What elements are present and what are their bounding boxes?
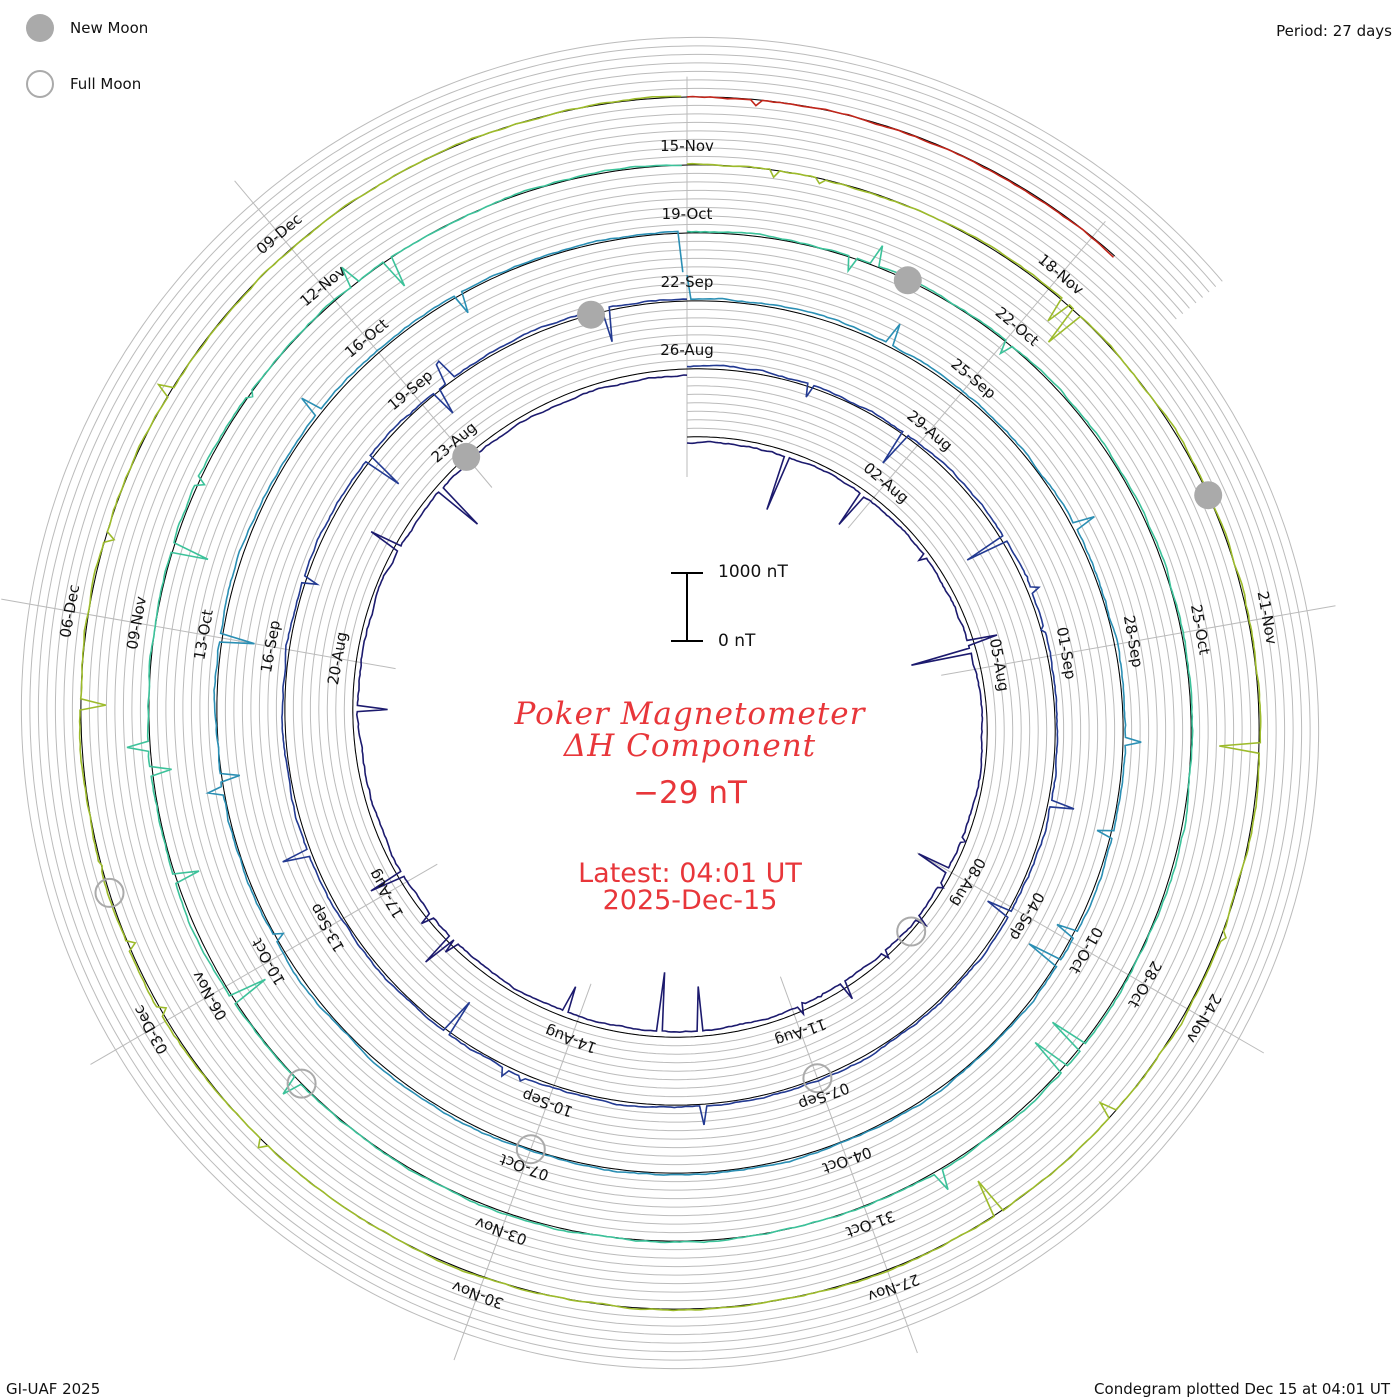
new-moon-marker <box>893 266 922 295</box>
full-moon-marker <box>896 916 927 947</box>
date-label: 10-Sep <box>520 1086 576 1121</box>
date-label: 29-Aug <box>903 407 956 455</box>
credit-left: GI-UAF 2025 <box>6 1380 101 1398</box>
grid-spiral <box>46 62 1294 1344</box>
series-rotation-6 <box>686 95 1115 258</box>
date-label: 26-Aug <box>660 341 713 359</box>
grid-spoke <box>234 180 493 488</box>
scale-bar <box>671 572 703 642</box>
zero-baseline <box>80 96 1260 1310</box>
full-moon-label: Full Moon <box>70 75 142 93</box>
grid-spiral <box>54 70 1286 1336</box>
grid-spoke <box>916 852 1265 1054</box>
new-moon-label: New Moon <box>70 19 149 37</box>
date-label: 05-Aug <box>986 637 1013 693</box>
legend-new-moon: New Moon <box>26 14 148 42</box>
date-label: 01-Oct <box>1065 924 1106 977</box>
latest-date: 2025-Dec-15 <box>602 885 778 916</box>
new-moon-icon <box>26 14 54 42</box>
series-rotation-3 <box>205 230 1142 1176</box>
chart-subtitle: ΔH Component <box>563 728 817 764</box>
chart-title: Poker Magnetometer <box>514 696 866 732</box>
full-moon-marker <box>286 1068 317 1099</box>
date-label: 09-Dec <box>253 210 306 258</box>
date-label: 24-Nov <box>1182 991 1225 1047</box>
date-label: 06-Nov <box>188 968 231 1024</box>
series-rotation-4 <box>126 164 1194 1244</box>
period-label: Period: 27 days <box>1276 22 1392 40</box>
date-label: 22-Sep <box>661 273 714 291</box>
moon-markers <box>94 266 1223 1165</box>
grid-spiral <box>29 45 1311 1361</box>
date-label: 14-Aug <box>543 1022 599 1057</box>
date-label: 21-Nov <box>1254 590 1281 646</box>
grid-spoke <box>847 220 1106 529</box>
date-label: 06-Dec <box>56 583 83 639</box>
date-label: 25-Sep <box>947 355 999 403</box>
date-label: 28-Sep <box>1120 614 1147 669</box>
grid-spoke <box>1 598 396 670</box>
grid-spiral <box>37 53 1303 1353</box>
latest-time: Latest: 04:01 UT <box>578 858 802 889</box>
series-rotation-2 <box>281 298 1075 1126</box>
grid-spiral <box>63 79 1277 1327</box>
date-label: 25-Oct <box>1187 603 1214 656</box>
series-rotation-1 <box>355 374 998 1034</box>
grid-spoke <box>779 976 918 1354</box>
date-label: 28-Oct <box>1124 958 1165 1011</box>
full-moon-icon <box>26 70 54 98</box>
scale-top-label: 1000 nT <box>718 562 788 582</box>
date-label: 16-Sep <box>257 619 284 674</box>
date-label: 09-Nov <box>123 595 150 651</box>
date-label: 01-Sep <box>1053 626 1080 681</box>
full-moon-marker <box>94 877 125 908</box>
date-label: 19-Sep <box>384 366 436 414</box>
date-label: 18-Nov <box>1034 250 1087 298</box>
grid-spoke <box>90 863 438 1065</box>
new-moon-marker <box>577 300 605 329</box>
legend-full-moon: Full Moon <box>26 70 141 98</box>
credit-right: Condegram plotted Dec 15 at 04:01 UT <box>1094 1380 1390 1398</box>
full-moon-marker <box>802 1063 833 1094</box>
grid-spiral <box>71 87 1269 1319</box>
new-moon-marker <box>1194 481 1223 510</box>
grid-spoke <box>941 605 1336 676</box>
full-moon-marker <box>515 1134 546 1165</box>
date-label: 15-Nov <box>660 137 714 155</box>
date-label: 20-Aug <box>324 630 351 686</box>
date-label: 13-Oct <box>190 608 217 661</box>
data-series <box>78 95 1262 1312</box>
series-rotation-5 <box>78 95 1262 1312</box>
date-label: 12-Nov <box>297 262 350 310</box>
date-label: 19-Oct <box>662 205 713 223</box>
date-label: 10-Oct <box>248 935 289 988</box>
grid-rings <box>20 36 1320 1370</box>
grid-spokes <box>1 76 1336 1361</box>
current-value: −29 nT <box>633 775 747 811</box>
baselines <box>80 96 1260 1310</box>
scale-bottom-label: 0 nT <box>718 631 756 651</box>
new-moon-marker <box>452 442 481 471</box>
grid-spoke <box>453 983 592 1361</box>
grid-spiral <box>20 36 1320 1370</box>
